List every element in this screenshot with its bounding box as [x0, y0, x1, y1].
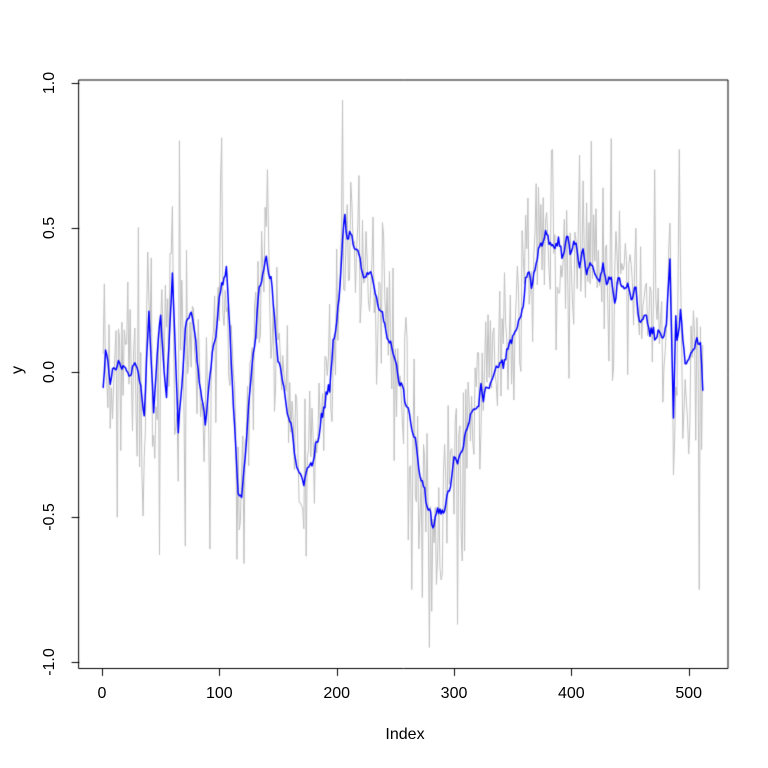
y-axis-title: y: [9, 366, 26, 374]
y-tick-label-0.0: 0.0: [41, 361, 58, 384]
x-tick-label-400: 400: [558, 685, 585, 702]
y-tick-label-1.0: 1.0: [41, 71, 58, 94]
x-tick-label-200: 200: [323, 685, 351, 702]
y-tick-label-0.5: 0.5: [41, 216, 58, 239]
x-tick-label-500: 500: [675, 685, 703, 702]
y-tick-label--1.0: -1.0: [41, 648, 58, 676]
x-tick-label-300: 300: [440, 685, 468, 702]
x-tick-label-100: 100: [205, 685, 233, 702]
y-tick-label--0.5: -0.5: [41, 503, 58, 531]
x-axis-title: Index: [385, 726, 425, 743]
x-tick-label-0: 0: [97, 685, 107, 702]
